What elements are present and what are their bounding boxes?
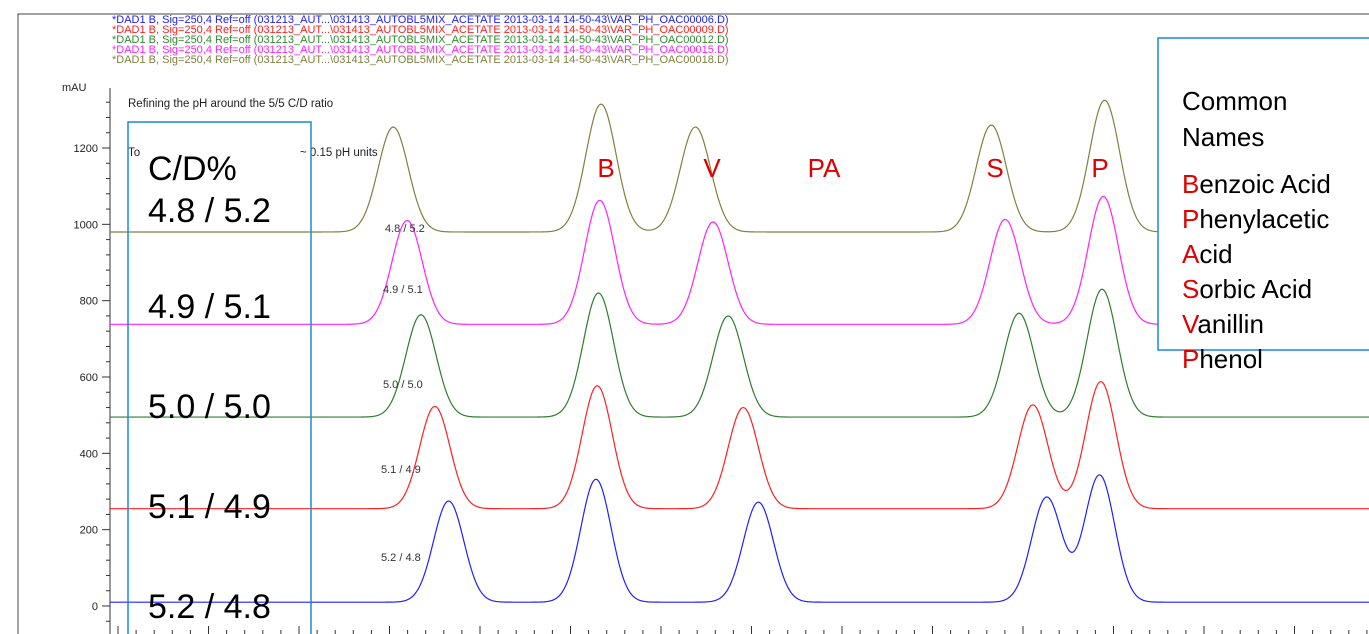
- trace-label: 5.0 / 5.0: [383, 379, 423, 391]
- y-axis: 0 200 400 600 800 1000 1200: [74, 88, 111, 634]
- cd-ratio-row: 5.0 / 5.0: [148, 388, 271, 426]
- compound-name: Phenylacetic: [1182, 204, 1329, 234]
- peak-label: P: [1091, 153, 1108, 183]
- compound-name: Benzoic Acid: [1182, 169, 1331, 199]
- chromatogram-trace: [110, 380, 1369, 510]
- header-line: *DAD1 B, Sig=250,4 Ref=off (031213_AUT..…: [112, 14, 729, 26]
- compound-name: Sorbic Acid: [1182, 274, 1312, 304]
- y-axis-label: mAU: [62, 82, 87, 94]
- cd-ratio-box-border: [127, 121, 312, 634]
- header-line: *DAD1 B, Sig=250,4 Ref=off (031213_AUT..…: [112, 54, 729, 66]
- common-names-box-border: [1157, 37, 1369, 351]
- figure-frame: [17, 13, 1369, 634]
- chart-annotation-prefix: To: [128, 147, 140, 159]
- common-names-title: Common: [1182, 86, 1287, 116]
- chromatogram-trace: [110, 474, 1369, 603]
- header-line: *DAD1 B, Sig=250,4 Ref=off (031213_AUT..…: [112, 24, 729, 36]
- cd-ratio-row: 4.8 / 5.2: [148, 192, 271, 230]
- compound-name: Vanillin: [1182, 309, 1264, 339]
- y-tick-label: 400: [80, 448, 98, 460]
- peak-labels: B V PA S P: [597, 153, 1108, 183]
- trace-labels: 4.8 / 5.2 4.9 / 5.1 5.0 / 5.0 5.1 / 4.9 5.2 …: [381, 223, 425, 564]
- x-axis: [117, 626, 1368, 634]
- header-line: *DAD1 B, Sig=250,4 Ref=off (031213_AUT..…: [112, 44, 729, 56]
- y-tick-label: 600: [80, 372, 98, 384]
- cd-ratio-row: 5.2 / 4.8: [148, 588, 271, 626]
- y-tick-label: 0: [92, 601, 98, 613]
- chart-annotation: Refining the pH around the 5/5 C/D ratio: [128, 98, 333, 110]
- common-names-title: Names: [1182, 122, 1264, 152]
- y-tick-label: 800: [80, 296, 98, 308]
- peak-label: S: [986, 153, 1003, 183]
- trace-label: 5.1 / 4.9: [381, 464, 421, 476]
- peak-label: B: [597, 153, 614, 183]
- cd-ratio-box: C/D% 4.8 / 5.2 4.9 / 5.1 5.0 / 5.0 5.1 /…: [127, 121, 312, 634]
- header-line: *DAD1 B, Sig=250,4 Ref=off (031213_AUT..…: [112, 34, 729, 46]
- y-tick-label: 1200: [74, 143, 98, 155]
- peak-label: V: [703, 153, 721, 183]
- trace-label: 5.2 / 4.8: [381, 552, 421, 564]
- header-lines: *DAD1 B, Sig=250,4 Ref=off (031213_AUT..…: [112, 14, 729, 66]
- trace-label: 4.9 / 5.1: [383, 284, 423, 296]
- cd-ratio-row: 4.9 / 5.1: [148, 288, 271, 326]
- peak-label: PA: [808, 153, 841, 183]
- y-tick-label: 1000: [74, 219, 98, 231]
- trace-label: 4.8 / 5.2: [385, 223, 425, 235]
- cd-ratio-row: 5.1 / 4.9: [148, 488, 271, 526]
- compound-name: Phenol: [1182, 344, 1263, 374]
- y-tick-label: 200: [80, 525, 98, 537]
- compound-name: Acid: [1182, 239, 1233, 269]
- chart-annotation-suffix: ~ 0.15 pH units: [300, 147, 378, 159]
- chromatogram-trace: [110, 288, 1369, 418]
- common-names-box: Common Names Benzoic Acid Phenylacetic Aci…: [1157, 37, 1369, 374]
- cd-ratio-header: C/D%: [148, 150, 237, 188]
